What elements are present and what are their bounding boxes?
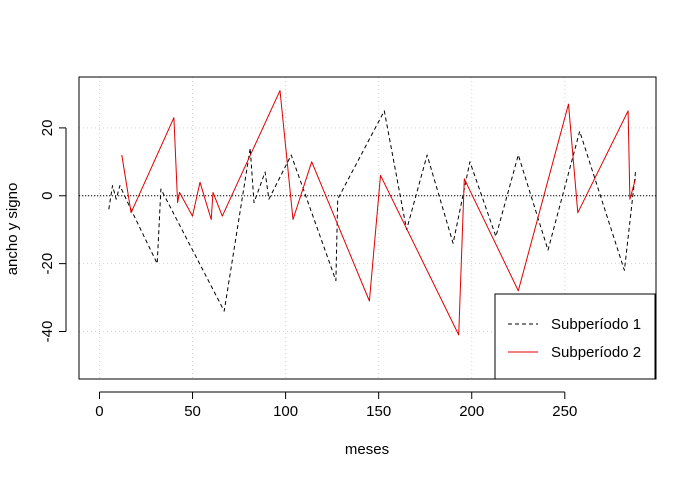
series-line-subperiodo-2 xyxy=(121,90,636,336)
legend-box xyxy=(494,293,656,380)
x-tick-label-200: 200 xyxy=(459,403,484,420)
x-tick-label-100: 100 xyxy=(273,403,298,420)
x-axis-label: meses xyxy=(345,441,389,458)
y-tick-label--40: -40 xyxy=(39,321,56,343)
y-tick-label-20: 20 xyxy=(39,120,56,137)
series-line-subperiodo-1 xyxy=(108,110,636,312)
series-layer xyxy=(108,90,636,336)
y-axis: -40 -20 0 20 xyxy=(39,120,67,343)
x-tick-label-150: 150 xyxy=(366,403,391,420)
x-axis: 0 50 100 150 200 250 xyxy=(95,391,577,420)
x-tick-label-250: 250 xyxy=(552,403,577,420)
legend-label-subperiodo-1: Subperíodo 1 xyxy=(551,316,641,333)
y-tick-label-0: 0 xyxy=(39,192,56,200)
y-axis-label: ancho y signo xyxy=(4,183,21,276)
x-tick-label-0: 0 xyxy=(95,403,103,420)
plot-frame xyxy=(78,76,657,380)
legend-label-subperiodo-2: Subperíodo 2 xyxy=(551,344,641,361)
legend: Subperíodo 1 Subperíodo 2 xyxy=(494,293,656,380)
x-tick-label-50: 50 xyxy=(184,403,201,420)
y-tick-label--20: -20 xyxy=(39,253,56,275)
